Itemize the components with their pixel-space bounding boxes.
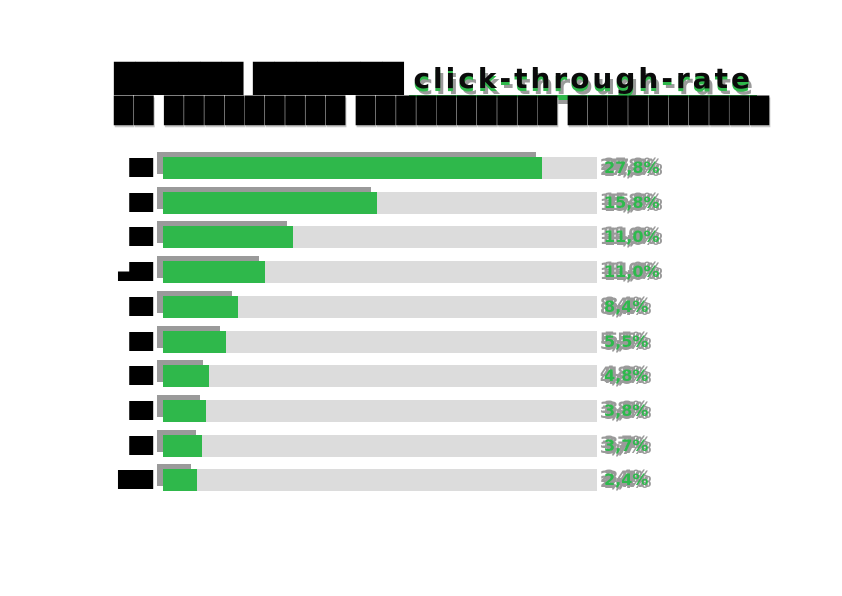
category-label: ▄██ bbox=[118, 262, 153, 281]
chart-row: ██ 15,8% bbox=[0, 192, 842, 214]
chart-row: ██ 3,7% bbox=[0, 435, 842, 457]
bar-track bbox=[163, 469, 597, 491]
chart-row: ██ 4,8% bbox=[0, 365, 842, 387]
title-prefix-text: ██████ ███████ bbox=[114, 62, 404, 95]
bar bbox=[163, 435, 203, 457]
value-label: 3,8% bbox=[604, 401, 649, 420]
bar bbox=[163, 261, 265, 283]
chart-title-line1: ██████ ███████ click-through-rate bbox=[114, 62, 757, 100]
bar-track bbox=[163, 157, 597, 179]
chart-row: ██ 3,8% bbox=[0, 400, 842, 422]
category-label: ███ bbox=[118, 470, 153, 489]
category-label: ██ bbox=[129, 158, 153, 177]
bar-track bbox=[163, 192, 597, 214]
chart-row: ██ 27,8% bbox=[0, 157, 842, 179]
bar-track bbox=[163, 261, 597, 283]
value-label: 2,4% bbox=[604, 470, 649, 489]
category-label: ██ bbox=[129, 332, 153, 351]
bar-track bbox=[163, 365, 597, 387]
chart-row: ██ 5,5% bbox=[0, 331, 842, 353]
bar-track bbox=[163, 435, 597, 457]
bar-track bbox=[163, 400, 597, 422]
bar-track bbox=[163, 331, 597, 353]
category-label: ██ bbox=[129, 193, 153, 212]
bar-track bbox=[163, 226, 597, 248]
value-label: 27,8% bbox=[604, 158, 660, 177]
bar bbox=[163, 192, 377, 214]
chart-row: ██ 8,4% bbox=[0, 296, 842, 318]
value-label: 15,8% bbox=[604, 193, 660, 212]
value-label: 3,7% bbox=[604, 436, 649, 455]
bar bbox=[163, 365, 209, 387]
chart-row: ██ 11,0% bbox=[0, 226, 842, 248]
chart-title-line2: ██ █████████ ██████████ ██████████ bbox=[114, 96, 771, 125]
bar bbox=[163, 469, 197, 491]
title-highlight-click-through-rate: click-through-rate bbox=[409, 62, 757, 100]
category-label: ██ bbox=[129, 436, 153, 455]
value-label: 4,8% bbox=[604, 366, 649, 385]
bar bbox=[163, 296, 239, 318]
chart-row: ▄██ 11,0% bbox=[0, 261, 842, 283]
value-label: 11,0% bbox=[604, 227, 660, 246]
bar bbox=[163, 331, 226, 353]
category-label: ██ bbox=[129, 297, 153, 316]
category-label: ██ bbox=[129, 366, 153, 385]
value-label: 5,5% bbox=[604, 332, 649, 351]
value-label: 8,4% bbox=[604, 297, 649, 316]
bar-track bbox=[163, 296, 597, 318]
bar bbox=[163, 157, 542, 179]
category-label: ██ bbox=[129, 401, 153, 420]
value-label: 11,0% bbox=[604, 262, 660, 281]
chart-row: ███ 2,4% bbox=[0, 469, 842, 491]
category-label: ██ bbox=[129, 227, 153, 246]
bar bbox=[163, 400, 206, 422]
bar bbox=[163, 226, 294, 248]
